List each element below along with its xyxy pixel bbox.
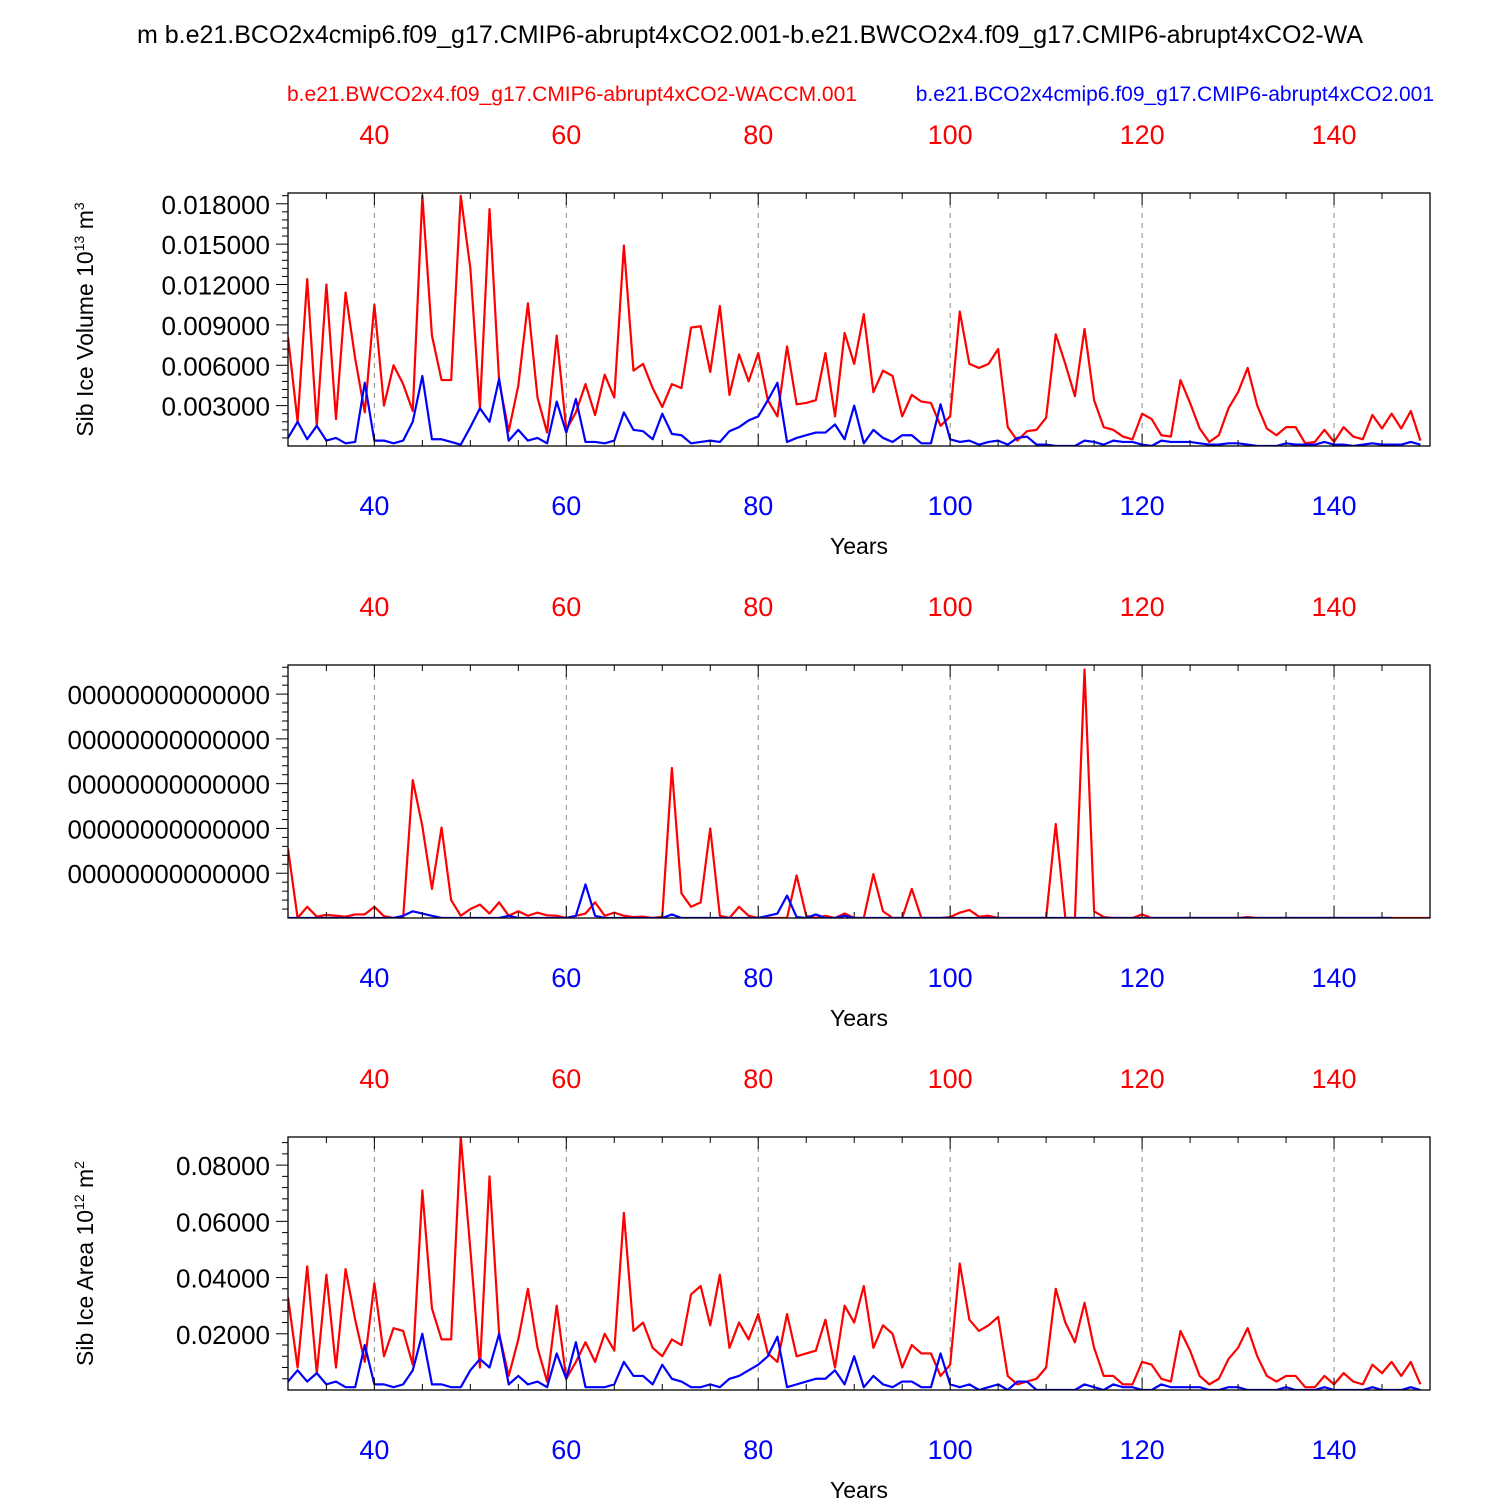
x-tick-label-bottom: 140 <box>1312 963 1357 993</box>
panel-sib-ice-volume: 0.003000 0.006000 0.009000 0.012000 0.015000… <box>71 120 1431 559</box>
x-tick-label-bottom: 60 <box>551 963 581 993</box>
series-line-red <box>288 1137 1422 1389</box>
x-tick-label-top: 40 <box>359 120 389 150</box>
x-tick-label-top: 100 <box>928 120 973 150</box>
y-tick-label: 0.015000 <box>162 230 270 260</box>
legend-red-label: b.e21.BWCO2x4.f09_g17.CMIP6-abrupt4xCO2-… <box>287 83 857 106</box>
y-axis-label: Sib Ice Volume 1013 m3 <box>71 202 98 437</box>
x-tick-label-bottom: 120 <box>1120 491 1165 521</box>
y-tick-label: 0.009000 <box>162 311 270 341</box>
y-tick-label: 0.018000 <box>162 190 270 220</box>
x-tick-label-top: 140 <box>1312 120 1357 150</box>
plot-frame <box>287 192 1431 447</box>
x-tick-label-top: 80 <box>743 120 773 150</box>
x-tick-label-bottom: 60 <box>551 1435 581 1465</box>
x-tick-label-bottom: 100 <box>928 491 973 521</box>
x-tick-label-bottom: 140 <box>1312 1435 1357 1465</box>
x-tick-label-top: 40 <box>359 592 389 622</box>
y-tick-label: 00000000000000 <box>68 725 270 755</box>
series-line-red <box>288 194 1422 445</box>
x-tick-label-top: 80 <box>743 592 773 622</box>
y-axis-label-part: 13 <box>71 235 87 251</box>
x-tick-label-bottom: 40 <box>359 1435 389 1465</box>
x-tick-label-bottom: 100 <box>928 1435 973 1465</box>
panel-middle-series: 00000000000000 00000000000000 000000000000… <box>68 592 1431 1031</box>
x-tick-label-bottom: 120 <box>1120 963 1165 993</box>
figure-main-title: m b.e21.BCO2x4cmip6.f09_g17.CMIP6-abrupt… <box>137 21 1363 49</box>
x-axis-label: Years <box>830 1477 888 1500</box>
x-tick-label-bottom: 80 <box>743 1435 773 1465</box>
x-tick-label-bottom: 120 <box>1120 1435 1165 1465</box>
x-tick-label-bottom: 140 <box>1312 491 1357 521</box>
x-tick-label-top: 80 <box>743 1064 773 1094</box>
series-group <box>288 194 1422 446</box>
x-axis-label: Years <box>830 533 888 559</box>
y-axis-label-part: 2 <box>71 1161 87 1169</box>
y-tick-label: 0.06000 <box>176 1207 270 1237</box>
y-tick-label: 0.04000 <box>176 1264 270 1294</box>
y-tick-label: 00000000000000 <box>68 770 270 800</box>
y-axis-label-part: Sib Ice Volume 10 <box>72 251 98 436</box>
legend-blue-label: b.e21.BCO2x4cmip6.f09_g17.CMIP6-abrupt4x… <box>916 83 1434 106</box>
x-axis-label: Years <box>830 1005 888 1031</box>
series-line-blue <box>288 883 1392 918</box>
y-axis-label-part: 12 <box>71 1194 87 1210</box>
y-tick-label: 0.003000 <box>162 392 270 422</box>
y-tick-label: 0.08000 <box>176 1151 270 1181</box>
x-tick-label-top: 120 <box>1120 120 1165 150</box>
x-tick-label-top: 60 <box>551 1064 581 1094</box>
y-tick-label: 00000000000000 <box>68 680 270 710</box>
x-tick-label-bottom: 40 <box>359 491 389 521</box>
series-line-blue <box>288 1332 1421 1390</box>
series-line-blue <box>288 374 1421 446</box>
y-tick-label: 0.02000 <box>176 1320 270 1350</box>
x-tick-label-top: 40 <box>359 1064 389 1094</box>
x-tick-label-top: 60 <box>551 592 581 622</box>
y-axis-label-part: m <box>72 1169 98 1195</box>
x-tick-label-top: 140 <box>1312 592 1357 622</box>
x-tick-label-bottom: 100 <box>928 963 973 993</box>
x-tick-label-bottom: 60 <box>551 491 581 521</box>
x-tick-label-top: 120 <box>1120 1064 1165 1094</box>
y-tick-label: 00000000000000 <box>68 859 270 889</box>
y-axis-label-part: Sib Ice Area 10 <box>72 1210 98 1366</box>
x-tick-label-top: 100 <box>928 592 973 622</box>
y-tick-label: 0.012000 <box>162 271 270 301</box>
y-axis-label-part: 3 <box>71 202 87 210</box>
series-group <box>288 1137 1422 1390</box>
x-tick-label-top: 120 <box>1120 592 1165 622</box>
panel-sib-ice-area: 0.02000 0.04000 0.06000 0.08000 40 40 60 60 80 80… <box>71 1064 1431 1500</box>
y-tick-label: 0.006000 <box>162 351 270 381</box>
x-tick-label-bottom: 40 <box>359 963 389 993</box>
x-tick-label-bottom: 80 <box>743 491 773 521</box>
x-tick-label-top: 60 <box>551 120 581 150</box>
plot-frame <box>287 1136 1431 1391</box>
y-axis-label-part: m <box>72 210 98 236</box>
plot-frame <box>287 664 1431 919</box>
y-tick-label: 00000000000000 <box>68 814 270 844</box>
x-tick-label-bottom: 80 <box>743 963 773 993</box>
y-axis-label: Sib Ice Area 1012 m2 <box>71 1161 98 1366</box>
series-line-red <box>288 668 1430 918</box>
series-group <box>288 668 1430 918</box>
x-tick-label-top: 100 <box>928 1064 973 1094</box>
x-tick-label-top: 140 <box>1312 1064 1357 1094</box>
